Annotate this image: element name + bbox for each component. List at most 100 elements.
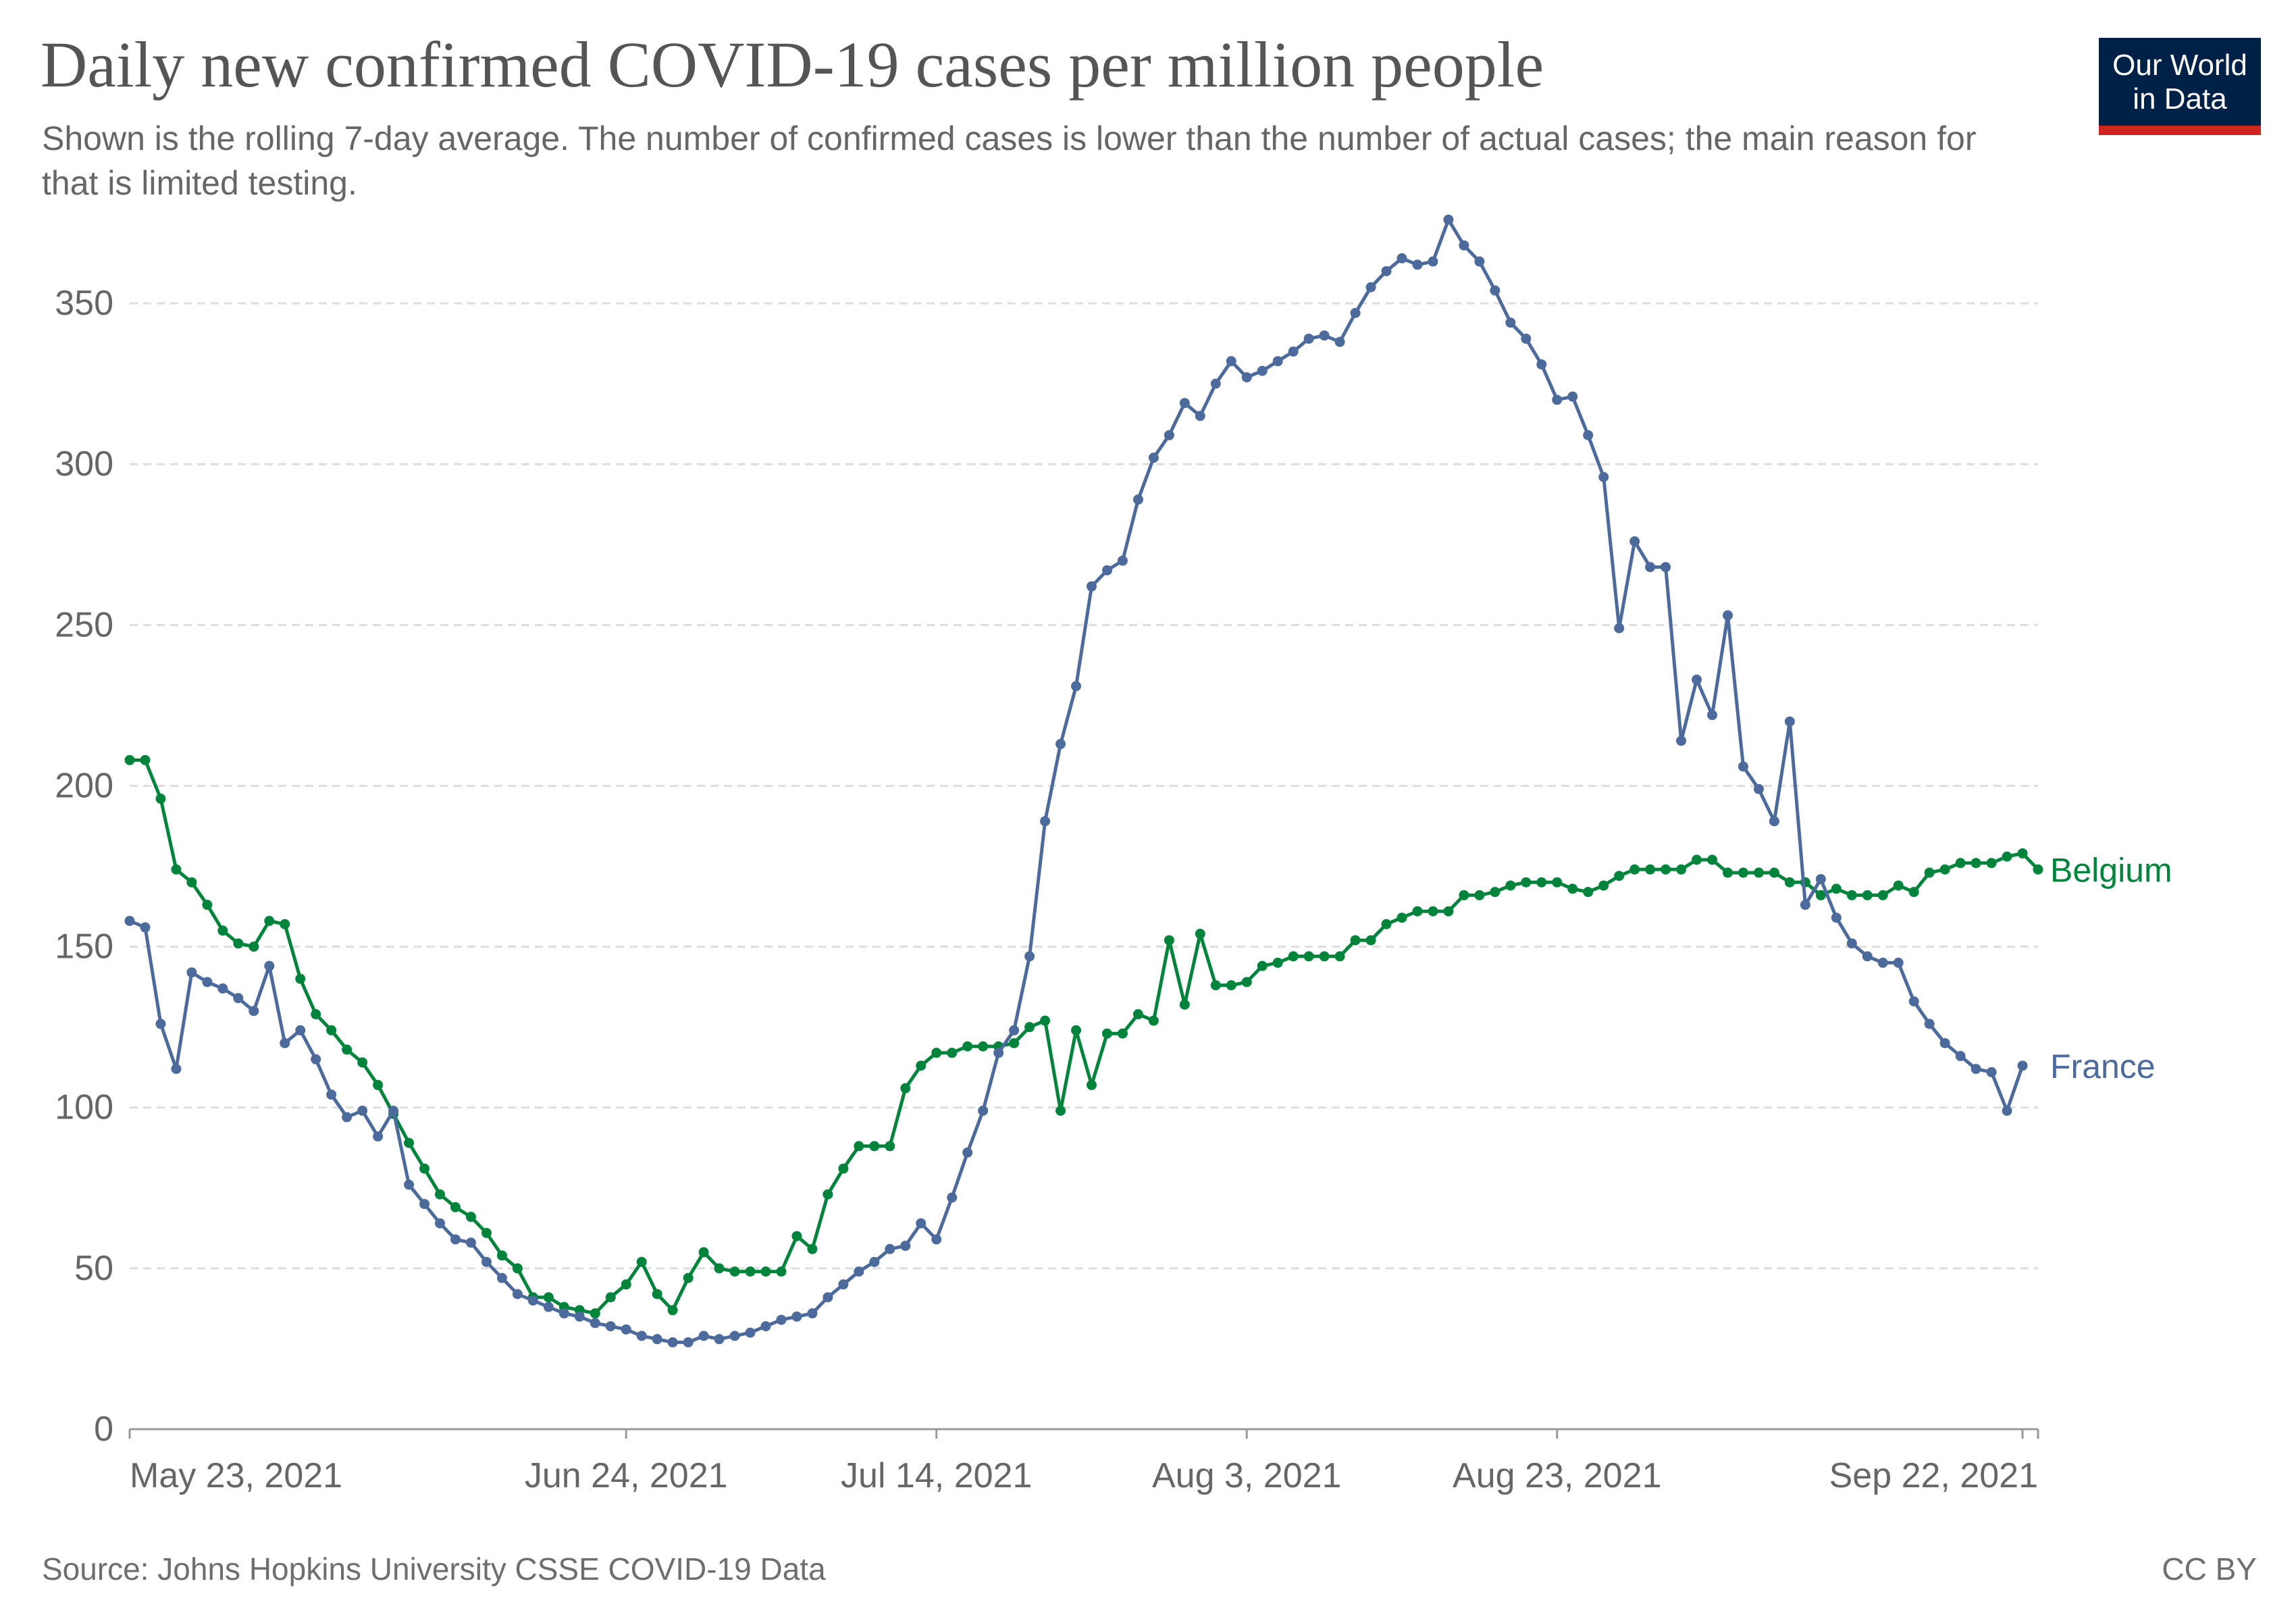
data-point[interactable] xyxy=(1334,336,1345,347)
data-point[interactable] xyxy=(1241,977,1252,987)
data-point[interactable] xyxy=(295,973,306,984)
data-point[interactable] xyxy=(2002,1105,2012,1116)
data-point[interactable] xyxy=(1676,864,1687,875)
data-point[interactable] xyxy=(1132,1009,1143,1020)
data-point[interactable] xyxy=(1893,957,1904,968)
data-point[interactable] xyxy=(760,1321,771,1332)
data-point[interactable] xyxy=(357,1105,368,1116)
data-point[interactable] xyxy=(1583,887,1594,898)
data-point[interactable] xyxy=(978,1105,989,1116)
data-point[interactable] xyxy=(264,915,275,926)
data-point[interactable] xyxy=(1350,935,1361,946)
data-point[interactable] xyxy=(1055,1105,1066,1116)
data-point[interactable] xyxy=(140,922,151,933)
license-link[interactable]: CC BY xyxy=(2162,1551,2257,1587)
data-point[interactable] xyxy=(326,1025,337,1035)
data-point[interactable] xyxy=(1288,346,1299,357)
data-point[interactable] xyxy=(636,1331,647,1341)
data-point[interactable] xyxy=(590,1308,600,1319)
data-point[interactable] xyxy=(962,1147,973,1158)
data-point[interactable] xyxy=(1815,874,1826,885)
data-point[interactable] xyxy=(1272,957,1283,968)
data-point[interactable] xyxy=(1800,900,1810,910)
data-point[interactable] xyxy=(1753,867,1764,878)
data-point[interactable] xyxy=(838,1279,849,1290)
data-point[interactable] xyxy=(1629,536,1640,547)
data-point[interactable] xyxy=(1862,890,1873,900)
data-point[interactable] xyxy=(1784,716,1795,727)
data-point[interactable] xyxy=(1179,999,1190,1010)
data-point[interactable] xyxy=(1226,980,1236,991)
data-point[interactable] xyxy=(807,1308,818,1319)
data-point[interactable] xyxy=(1722,610,1733,621)
data-point[interactable] xyxy=(1210,980,1221,991)
data-point[interactable] xyxy=(1428,906,1438,917)
data-point[interactable] xyxy=(652,1334,662,1345)
data-point[interactable] xyxy=(1303,951,1314,962)
data-point[interactable] xyxy=(1443,214,1454,225)
data-point[interactable] xyxy=(1583,430,1594,440)
data-point[interactable] xyxy=(1908,887,1919,898)
data-point[interactable] xyxy=(1288,951,1299,962)
data-point[interactable] xyxy=(931,1048,942,1058)
data-point[interactable] xyxy=(900,1241,911,1252)
data-point[interactable] xyxy=(1661,864,1671,875)
data-point[interactable] xyxy=(823,1292,833,1303)
data-point[interactable] xyxy=(171,864,182,875)
data-point[interactable] xyxy=(543,1302,554,1312)
data-point[interactable] xyxy=(574,1311,585,1322)
data-point[interactable] xyxy=(558,1308,569,1319)
data-point[interactable] xyxy=(854,1266,864,1277)
data-point[interactable] xyxy=(1009,1037,1020,1048)
data-point[interactable] xyxy=(311,1054,321,1064)
data-point[interactable] xyxy=(1086,581,1097,592)
data-point[interactable] xyxy=(388,1105,399,1116)
data-point[interactable] xyxy=(435,1189,446,1200)
data-point[interactable] xyxy=(1877,957,1888,968)
data-point[interactable] xyxy=(947,1048,958,1058)
data-point[interactable] xyxy=(1319,951,1330,962)
data-point[interactable] xyxy=(217,925,228,936)
data-point[interactable] xyxy=(1195,411,1205,421)
data-point[interactable] xyxy=(249,942,259,952)
data-point[interactable] xyxy=(885,1141,895,1152)
data-point[interactable] xyxy=(916,1218,927,1229)
data-point[interactable] xyxy=(2033,864,2043,875)
data-point[interactable] xyxy=(140,754,151,765)
data-point[interactable] xyxy=(1629,864,1640,875)
data-point[interactable] xyxy=(590,1318,600,1329)
data-point[interactable] xyxy=(1148,1015,1159,1026)
data-point[interactable] xyxy=(1521,333,1532,344)
data-point[interactable] xyxy=(745,1266,756,1277)
data-point[interactable] xyxy=(1971,858,1981,869)
data-point[interactable] xyxy=(171,1064,182,1075)
data-point[interactable] xyxy=(1986,1066,1997,1077)
data-point[interactable] xyxy=(1831,912,1842,923)
data-point[interactable] xyxy=(605,1292,616,1303)
data-point[interactable] xyxy=(1552,877,1563,887)
data-point[interactable] xyxy=(1164,935,1174,946)
data-point[interactable] xyxy=(233,993,244,1004)
data-point[interactable] xyxy=(1071,681,1082,692)
data-point[interactable] xyxy=(1474,256,1485,267)
data-point[interactable] xyxy=(1226,356,1236,367)
data-point[interactable] xyxy=(823,1189,833,1200)
data-point[interactable] xyxy=(295,1025,306,1035)
data-point[interactable] xyxy=(1350,307,1361,318)
data-point[interactable] xyxy=(621,1324,631,1335)
data-point[interactable] xyxy=(1459,240,1469,251)
data-point[interactable] xyxy=(667,1337,678,1347)
data-point[interactable] xyxy=(1846,938,1857,949)
data-point[interactable] xyxy=(450,1234,461,1245)
data-point[interactable] xyxy=(1241,372,1252,383)
data-point[interactable] xyxy=(1598,471,1609,482)
data-point[interactable] xyxy=(233,938,244,949)
data-point[interactable] xyxy=(869,1256,880,1267)
data-point[interactable] xyxy=(1614,623,1625,634)
data-point[interactable] xyxy=(1692,674,1702,685)
series-france[interactable]: France xyxy=(124,214,2156,1347)
data-point[interactable] xyxy=(993,1048,1004,1058)
data-point[interactable] xyxy=(1040,816,1051,827)
data-point[interactable] xyxy=(1009,1025,1020,1035)
data-point[interactable] xyxy=(1257,365,1268,376)
